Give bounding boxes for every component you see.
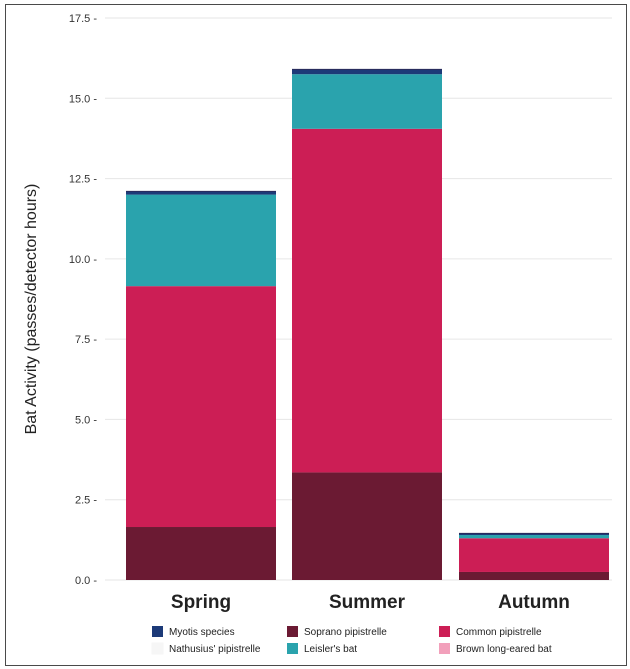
- bar-segment: [459, 533, 609, 536]
- y-tick-label: 15.0 -: [69, 93, 97, 105]
- bar-segment: [459, 571, 609, 580]
- x-axis-categories: Spring Summer Autumn: [171, 592, 570, 613]
- y-axis-ticks: 0.0 - 2.5 - 5.0 - 7.5 - 10.0 - 12.5 - 15.0 - 17…: [69, 13, 97, 587]
- legend-label: Soprano pipistrelle: [304, 627, 387, 638]
- legend-label: Myotis species: [169, 627, 235, 638]
- legend-label: Brown long-eared bat: [456, 644, 552, 655]
- legend-label: Leisler's bat: [304, 644, 357, 655]
- bar-segment: [459, 535, 609, 539]
- bar-segment: [126, 194, 276, 287]
- bar-segment: [292, 128, 442, 473]
- y-tick-label: 7.5 -: [75, 334, 97, 346]
- y-tick-label: 5.0 -: [75, 414, 97, 426]
- x-category-label: Autumn: [498, 592, 570, 613]
- bars: [126, 68, 609, 580]
- y-axis-title: Bat Activity (passes/detector hours): [23, 184, 40, 435]
- x-category-label: Spring: [171, 592, 231, 613]
- legend-label: Nathusius' pipistrelle: [169, 644, 261, 655]
- legend-swatch: [287, 626, 298, 637]
- y-tick-label: 0.0 -: [75, 575, 97, 587]
- y-tick-label: 12.5 -: [69, 174, 97, 186]
- y-tick-label: 17.5 -: [69, 13, 97, 25]
- bar-segment: [126, 286, 276, 528]
- legend-swatch: [151, 642, 164, 655]
- bar-segment: [126, 527, 276, 580]
- y-tick-label: 10.0 -: [69, 254, 97, 266]
- legend-swatch: [287, 643, 298, 654]
- bar-segment: [126, 191, 276, 195]
- legend-swatch: [439, 626, 450, 637]
- bar-segment: [459, 538, 609, 572]
- legend-swatch: [439, 643, 450, 654]
- legend-label: Common pipistrelle: [456, 627, 542, 638]
- legend-swatch: [152, 626, 163, 637]
- bar-segment: [292, 69, 442, 75]
- legend: Myotis species Nathusius' pipistrelle Sopr…: [151, 626, 552, 655]
- bar-segment: [292, 74, 442, 129]
- bar-segment: [292, 472, 442, 580]
- y-tick-label: 2.5 -: [75, 495, 97, 507]
- x-category-label: Summer: [329, 592, 406, 613]
